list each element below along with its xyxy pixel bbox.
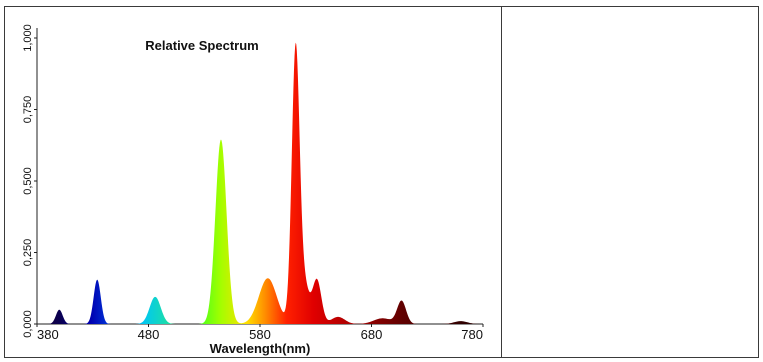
y-tick-label: 1,000 xyxy=(22,24,34,52)
panel-divider xyxy=(501,6,502,358)
y-tick-label: 0,250 xyxy=(22,239,34,267)
x-tick-label: 780 xyxy=(461,327,483,342)
y-tick-label: 0,000 xyxy=(22,310,34,338)
peak-markers xyxy=(58,47,461,322)
x-tick-label: 580 xyxy=(249,327,271,342)
x-tick-label: 480 xyxy=(138,327,160,342)
x-tick-label: 680 xyxy=(361,327,383,342)
x-ticks: 380 480 580 680 780 xyxy=(36,324,484,342)
chart-title: Relative Spectrum xyxy=(145,38,258,53)
y-tick-label: 0,500 xyxy=(22,167,34,195)
spectrum-area xyxy=(37,42,483,324)
y-tick-label: 0,750 xyxy=(22,96,34,124)
y-ticks: 0,000 0,250 0,500 0,750 1,000 xyxy=(22,24,37,338)
empty-right-panel xyxy=(502,7,758,357)
figure-frame xyxy=(4,6,759,358)
x-tick-label: 380 xyxy=(37,327,59,342)
x-axis-label: Wavelength(nm) xyxy=(210,341,311,356)
